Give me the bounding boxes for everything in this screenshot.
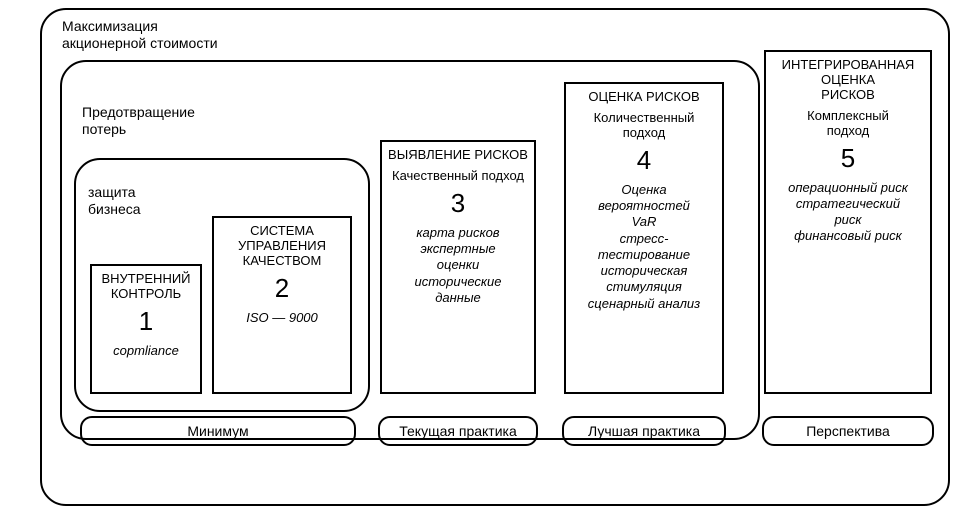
box4-desc: ОценкавероятностейVaRстресс-тестирование… bbox=[588, 182, 700, 312]
box2-title: СИСТЕМАУПРАВЛЕНИЯКАЧЕСТВОМ bbox=[238, 224, 326, 269]
pill-perspective: Перспектива bbox=[762, 416, 934, 446]
box1-number: 1 bbox=[139, 306, 153, 337]
pill-best-label: Лучшая практика bbox=[588, 423, 700, 439]
box3-desc: карта рисковэкспертныеоценкиисторические… bbox=[414, 225, 501, 306]
box2-desc: ISO — 9000 bbox=[246, 310, 318, 326]
box-risk-identification: ВЫЯВЛЕНИЕ РИСКОВ Качественный подход 3 к… bbox=[380, 140, 536, 394]
pill-current-label: Текущая практика bbox=[399, 423, 517, 439]
box5-desc: операционный рискстратегическийрискфинан… bbox=[788, 180, 908, 245]
box-quality-system: СИСТЕМАУПРАВЛЕНИЯКАЧЕСТВОМ 2 ISO — 9000 bbox=[212, 216, 352, 394]
box3-title: ВЫЯВЛЕНИЕ РИСКОВ bbox=[388, 148, 528, 163]
pill-perspective-label: Перспектива bbox=[806, 423, 890, 439]
box2-number: 2 bbox=[275, 273, 289, 304]
box5-title: ИНТЕГРИРОВАННАЯОЦЕНКАРИСКОВ bbox=[782, 58, 915, 103]
frame-outer-label: Максимизацияакционерной стоимости bbox=[62, 18, 218, 52]
box-integrated-risk: ИНТЕГРИРОВАННАЯОЦЕНКАРИСКОВ Комплексныйп… bbox=[764, 50, 932, 394]
box1-desc: coрmliance bbox=[113, 343, 179, 359]
box3-sub: Качественный подход bbox=[392, 169, 524, 184]
box1-title: ВНУТРЕННИЙКОНТРОЛЬ bbox=[101, 272, 190, 302]
box-risk-assessment: ОЦЕНКА РИСКОВ Количественныйподход 4 Оце… bbox=[564, 82, 724, 394]
frame-inner-label: защитабизнеса bbox=[88, 184, 141, 218]
box-internal-control: ВНУТРЕННИЙКОНТРОЛЬ 1 coрmliance bbox=[90, 264, 202, 394]
box4-title: ОЦЕНКА РИСКОВ bbox=[588, 90, 699, 105]
pill-current-practice: Текущая практика bbox=[378, 416, 538, 446]
frame-middle-label: Предотвращениепотерь bbox=[82, 104, 195, 138]
pill-minimum: Минимум bbox=[80, 416, 356, 446]
box4-number: 4 bbox=[637, 145, 651, 176]
box4-sub: Количественныйподход bbox=[594, 111, 695, 141]
box5-number: 5 bbox=[841, 143, 855, 174]
box3-number: 3 bbox=[451, 188, 465, 219]
box5-sub: Комплексныйподход bbox=[807, 109, 889, 139]
pill-minimum-label: Минимум bbox=[187, 423, 248, 439]
pill-best-practice: Лучшая практика bbox=[562, 416, 726, 446]
